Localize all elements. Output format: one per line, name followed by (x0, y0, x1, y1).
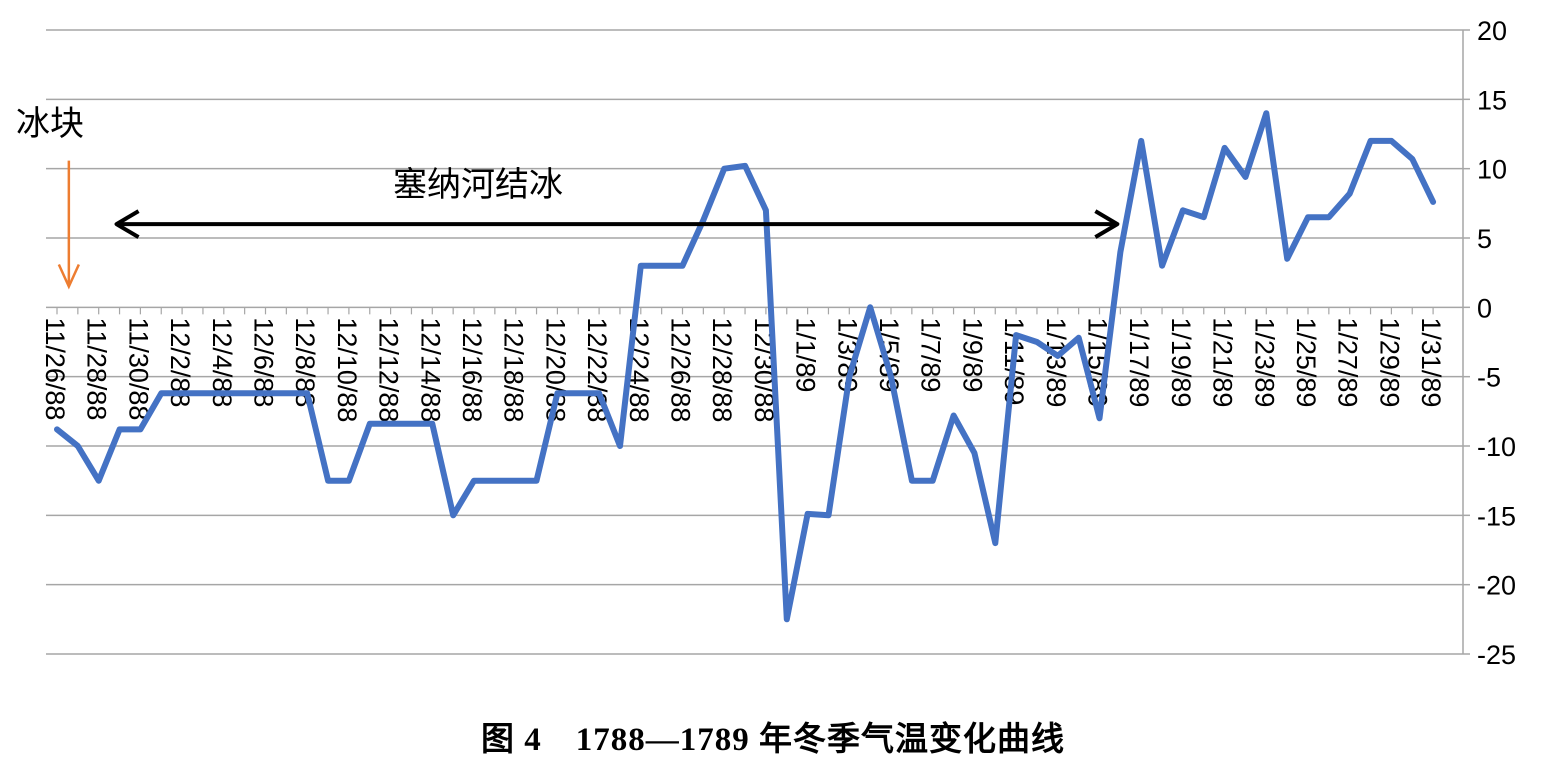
x-tick-label: 1/23/89 (1249, 317, 1279, 407)
freeze-arrow-right-head (1094, 209, 1120, 239)
y-axis: 20 15 10 5 0 -5 -10 -15 -20 -25 (1462, 16, 1516, 670)
gridlines (46, 29, 1463, 655)
series-layer (54, 110, 1437, 623)
x-tick-label: 12/16/88 (457, 317, 487, 422)
x-tick-label: 1/29/89 (1374, 317, 1404, 407)
x-tick-label: 1/1/89 (791, 317, 821, 392)
temperature-line (54, 110, 1437, 623)
x-tick-label: 1/13/89 (1041, 317, 1071, 407)
x-tick-label: 1/17/89 (1124, 317, 1154, 407)
x-tick-label: 12/10/88 (332, 317, 362, 422)
y-tick-label: 0 (1477, 293, 1492, 323)
x-tick-label: 11/28/88 (82, 317, 112, 420)
x-axis: 11/26/88 11/28/88 11/30/88 12/2/88 12/4/88 12… (40, 307, 1446, 422)
freeze-label: 塞纳河结冰 (393, 165, 563, 205)
y-tick-label: 15 (1477, 85, 1507, 115)
x-tick-label: 1/25/89 (1291, 317, 1321, 407)
x-tick-label: 1/31/89 (1416, 317, 1446, 407)
x-tick-label: 12/26/88 (666, 317, 696, 422)
y-tick-label: -10 (1477, 432, 1516, 462)
y-tick-label: -20 (1477, 571, 1516, 601)
ice-label: 冰块 (16, 104, 84, 144)
x-tick-label: 12/18/88 (499, 317, 529, 422)
x-tick-label: 1/7/89 (916, 317, 946, 392)
freeze-arrow-left-head (114, 209, 140, 239)
y-tick-label: -25 (1477, 640, 1516, 670)
y-tick-label: -5 (1477, 363, 1501, 393)
y-tick-label: 10 (1477, 155, 1507, 185)
y-tick-label: 5 (1477, 224, 1492, 254)
ice-arrow-head (57, 264, 80, 290)
x-tick-label: 11/26/88 (40, 317, 70, 420)
figure-caption: 图 4 1788—1789 年冬季气温变化曲线 (481, 722, 1065, 758)
x-tick-label: 1/19/89 (1166, 317, 1196, 407)
x-tick-label: 11/30/88 (123, 317, 153, 420)
y-tick-label: 20 (1477, 16, 1507, 46)
temperature-chart: 20 15 10 5 0 -5 -10 -15 -20 -25 11/26/88 11/28/88 1… (16, 16, 1516, 670)
annotations: 冰块 塞纳河结冰 (16, 104, 1120, 290)
x-tick-label: 12/14/88 (415, 317, 445, 422)
y-tick-label: -15 (1477, 501, 1516, 531)
x-tick-label: 1/27/89 (1333, 317, 1363, 407)
x-tick-label: 1/21/89 (1208, 317, 1238, 407)
x-tick-label: 12/12/88 (374, 317, 404, 422)
x-tick-label: 1/9/89 (957, 317, 987, 392)
x-tick-label: 12/22/88 (582, 317, 612, 422)
x-tick-label: 12/28/88 (707, 317, 737, 422)
